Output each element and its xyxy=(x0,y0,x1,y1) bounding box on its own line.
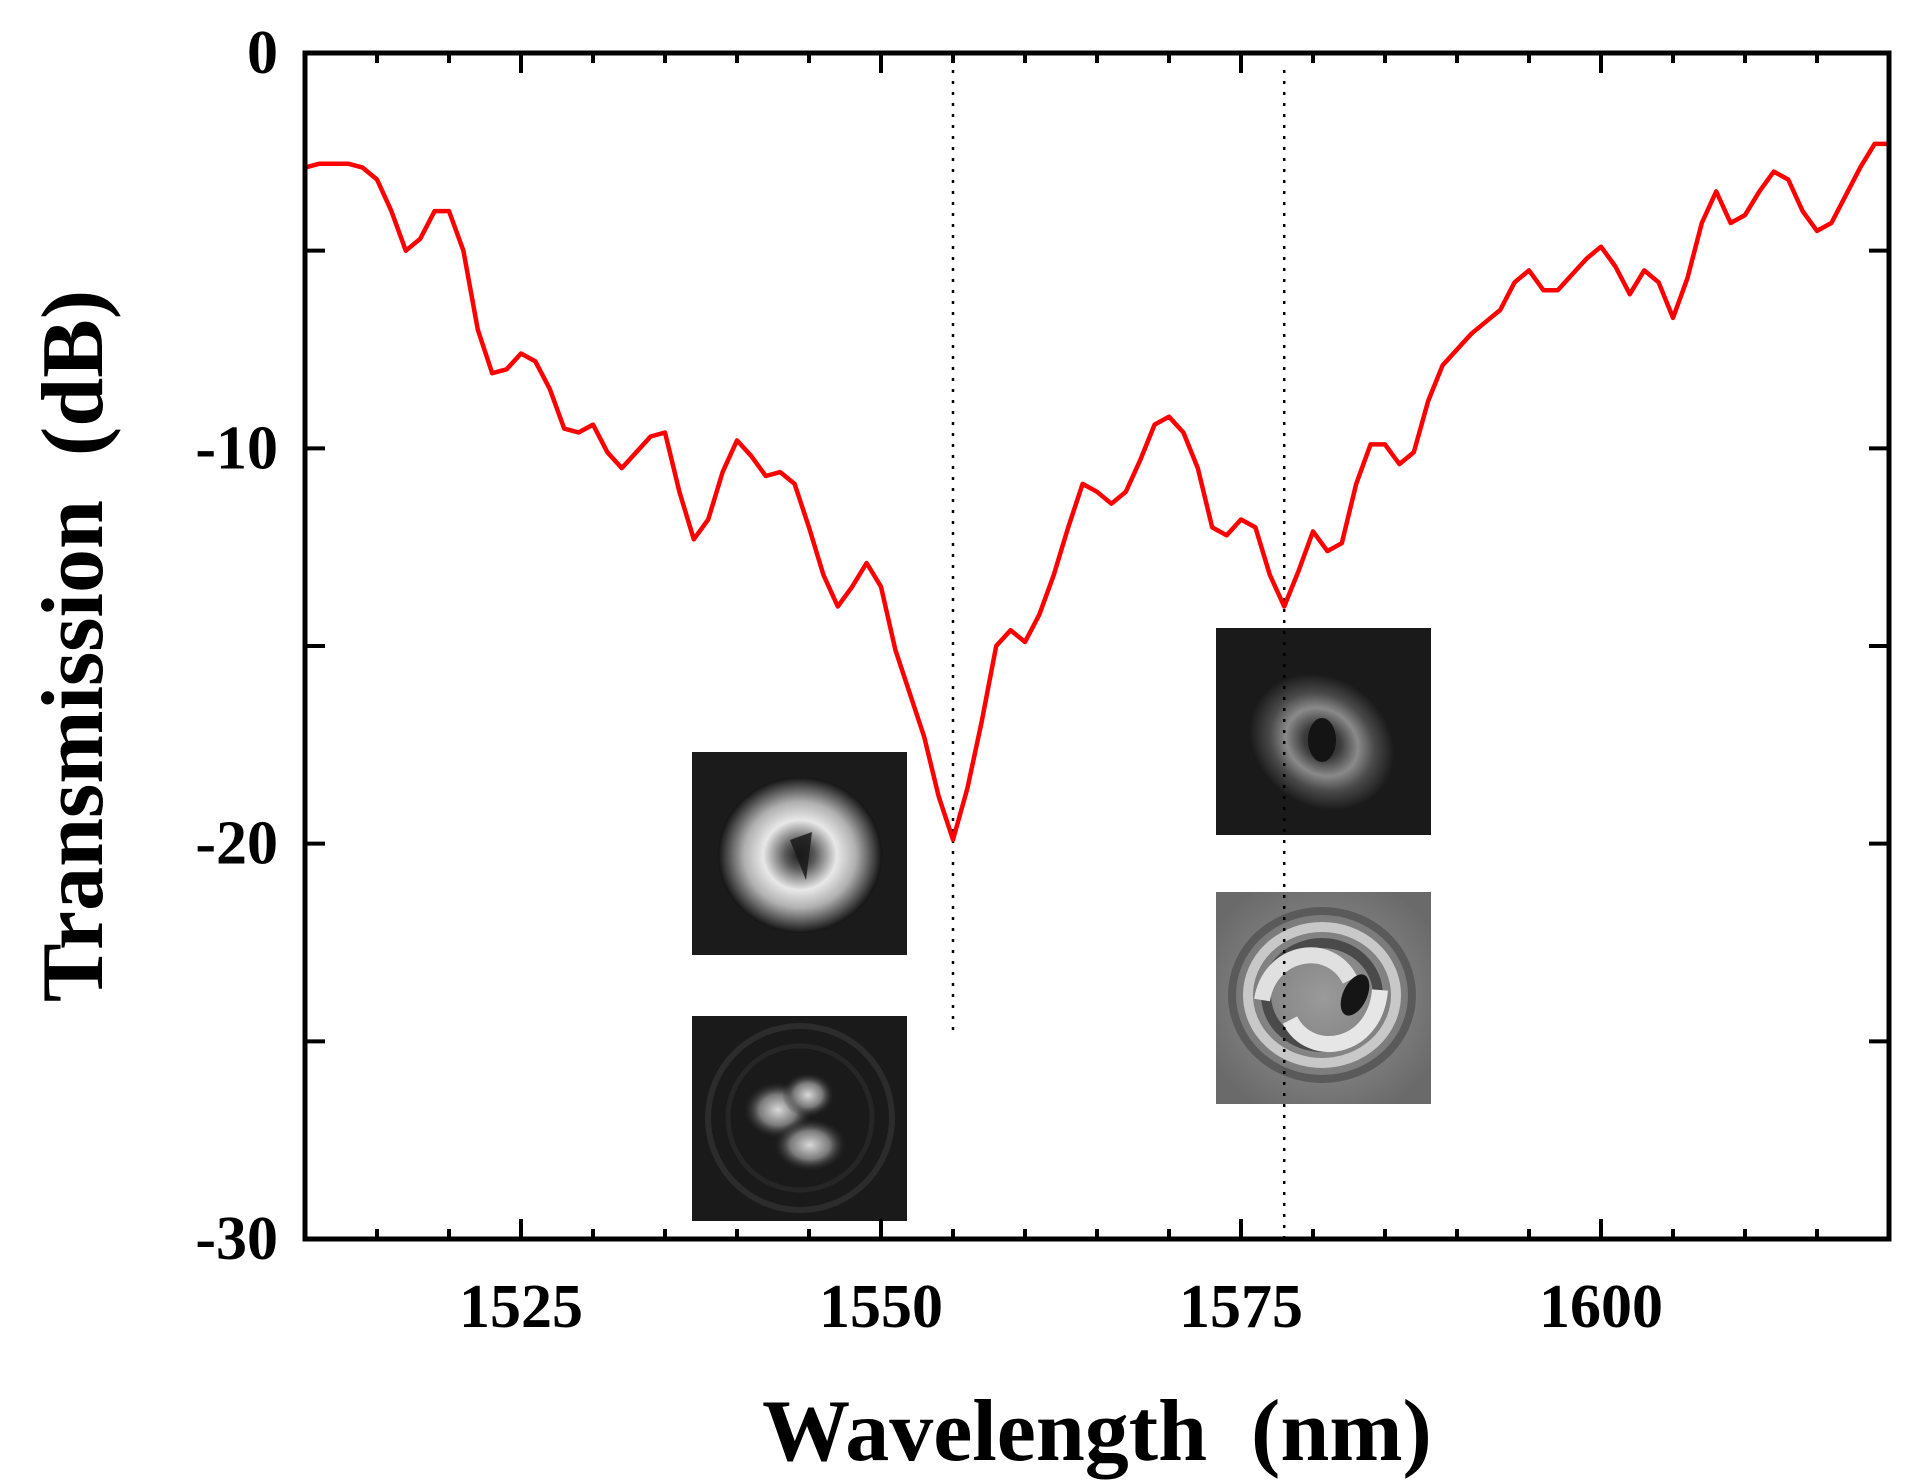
y-tick-label: -20 xyxy=(195,810,278,878)
mode-image-bottom-left xyxy=(692,1016,907,1221)
mode-image-top-left xyxy=(692,752,907,955)
x-tick-label: 1600 xyxy=(1539,1273,1663,1341)
x-tick-label: 1575 xyxy=(1179,1273,1303,1341)
mode-image-bottom-right xyxy=(1216,892,1431,1104)
y-axis-title: Transmission (dB) xyxy=(25,290,122,1002)
y-tick-label: 0 xyxy=(247,19,278,87)
x-tick-label: 1550 xyxy=(819,1273,943,1341)
mode-image-top-right xyxy=(1216,628,1431,835)
plot-frame xyxy=(302,50,1892,1242)
x-tick-label: 1525 xyxy=(459,1273,583,1341)
transmission-line xyxy=(302,141,1892,842)
x-axis-title: Wavelength (nm) xyxy=(762,1383,1432,1480)
y-tick-label: -10 xyxy=(195,414,278,482)
y-tick-label: -30 xyxy=(195,1205,278,1273)
